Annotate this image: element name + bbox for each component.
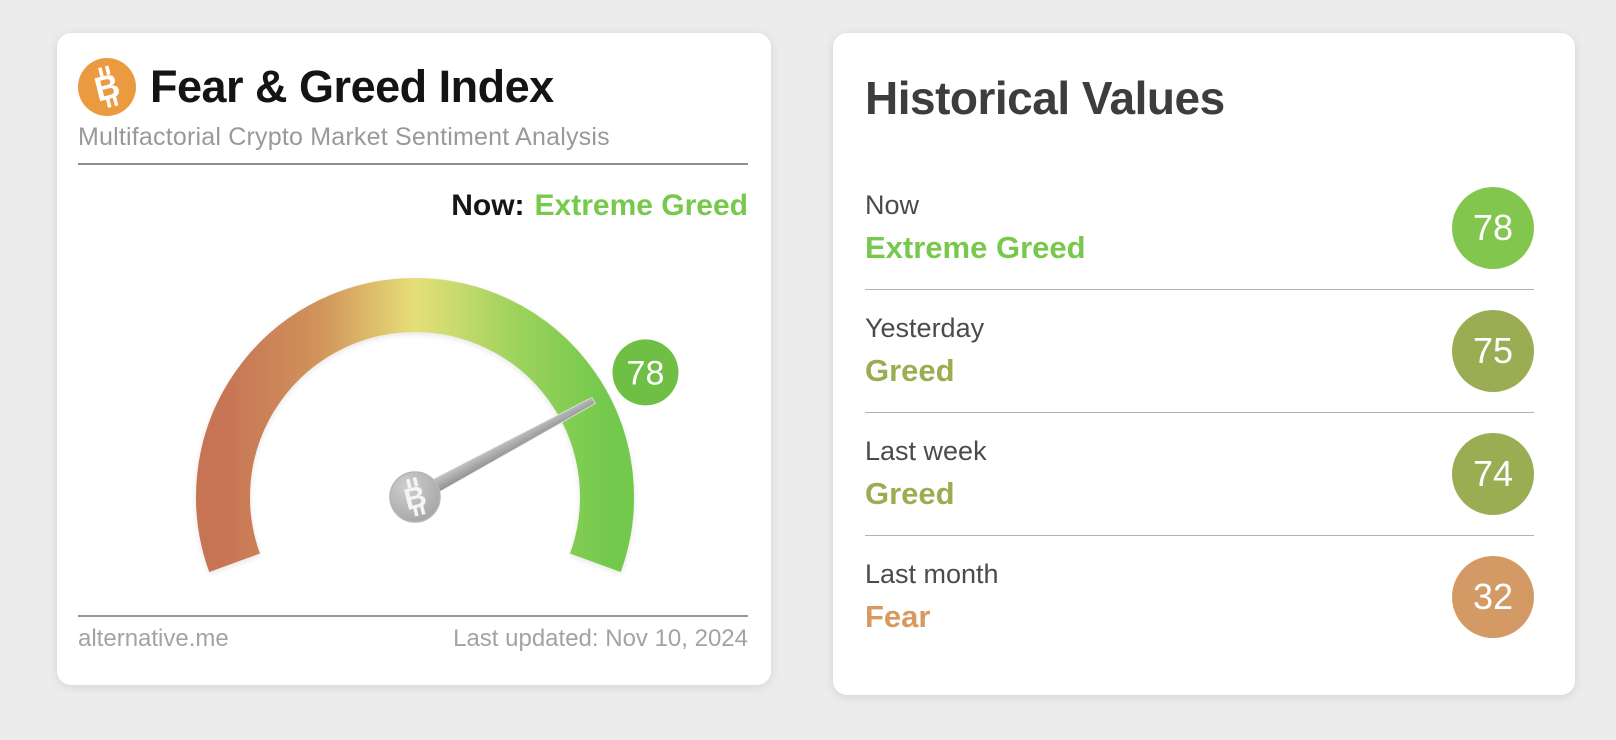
history-row-yesterday: Yesterday Greed 75 [865, 290, 1534, 413]
gauge-value-badge: 78 [612, 339, 679, 406]
header-divider [78, 163, 748, 165]
bitcoin-icon-circle [78, 58, 136, 116]
history-row-last-month: Last month Fear 32 [865, 536, 1534, 658]
now-sentiment-value: Extreme Greed [534, 189, 748, 222]
page-subtitle: Multifactorial Crypto Market Sentiment A… [78, 123, 610, 151]
history-row-now: Now Extreme Greed 78 [865, 167, 1534, 290]
source-link[interactable]: alternative.me [78, 625, 229, 652]
value-badge: 78 [1452, 187, 1534, 269]
row-label: Last week [865, 436, 987, 466]
row-classification: Greed [865, 353, 955, 388]
value-badge: 75 [1452, 310, 1534, 392]
fear-greed-card: B Fear & Greed Index Multifactorial Cryp… [57, 33, 771, 685]
historical-values-title: Historical Values [865, 72, 1225, 124]
row-classification: Fear [865, 599, 931, 634]
last-updated-text: Last updated: Nov 10, 2024 [453, 625, 748, 652]
gauge-card-header: B Fear & Greed Index [78, 58, 748, 116]
value-badge: 32 [1452, 556, 1534, 638]
gauge-arc [196, 277, 634, 572]
value-badge: 74 [1452, 433, 1534, 515]
row-label: Yesterday [865, 313, 985, 343]
gauge-value-label: 78 [627, 354, 665, 392]
row-classification: Extreme Greed [865, 230, 1086, 265]
row-label: Now [865, 190, 920, 220]
historical-rows: Now Extreme Greed 78 Yesterday Greed 75 … [865, 167, 1534, 658]
now-label: Now: [451, 189, 525, 222]
gauge-card-footer: alternative.me Last updated: Nov 10, 202… [78, 615, 748, 653]
bitcoin-icon: B [78, 58, 136, 116]
historical-values-card: Historical Values Now Extreme Greed 78 Y… [833, 33, 1575, 695]
gauge-needle [410, 396, 596, 505]
row-label: Last month [865, 559, 999, 589]
row-classification: Greed [865, 476, 955, 511]
gauge-hub: B [389, 471, 441, 523]
sentiment-gauge: B 78 [196, 277, 679, 572]
page-title: Fear & Greed Index [150, 61, 554, 112]
current-sentiment-line: Now: Extreme Greed [78, 189, 748, 223]
history-row-last-week: Last week Greed 74 [865, 413, 1534, 536]
